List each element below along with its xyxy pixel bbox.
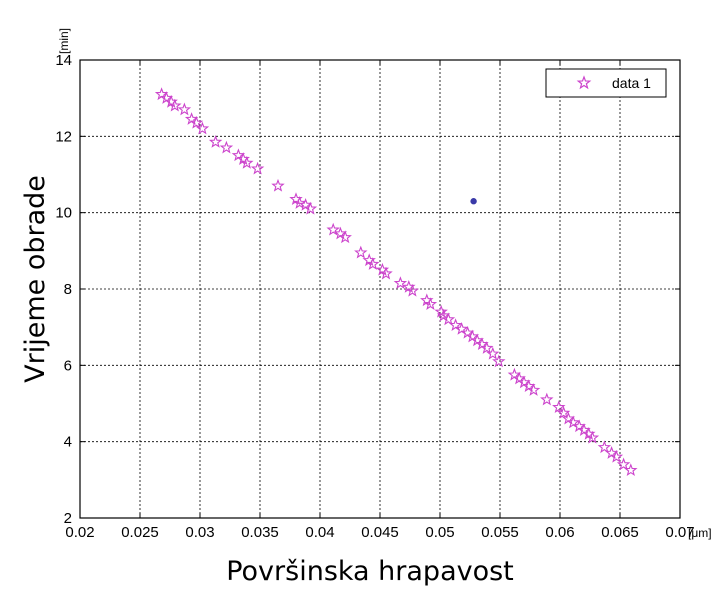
y-tick-label: 4 bbox=[64, 434, 72, 451]
data-point bbox=[540, 392, 554, 406]
legend-star-icon bbox=[576, 75, 592, 90]
y-axis-title: Vrijeme obrade bbox=[20, 175, 51, 383]
data-point bbox=[423, 297, 438, 310]
data-point bbox=[366, 257, 380, 270]
x-tick-label: 0.065 bbox=[601, 524, 639, 541]
data-point bbox=[434, 304, 448, 318]
legend: data 1 bbox=[545, 68, 667, 98]
data-point bbox=[624, 463, 638, 477]
highlight-point bbox=[470, 198, 477, 205]
legend-marker-star-icon bbox=[576, 75, 592, 90]
x-tick-label: 0.03 bbox=[185, 524, 214, 541]
legend-box bbox=[545, 68, 667, 98]
data-point bbox=[303, 201, 318, 215]
x-tick-label: 0.04 bbox=[305, 524, 334, 541]
data-point bbox=[393, 276, 408, 289]
y-tick-label: 6 bbox=[64, 357, 72, 374]
x-axis-unit: [μm] bbox=[688, 526, 712, 540]
data-marks bbox=[154, 87, 638, 477]
data-point bbox=[486, 346, 500, 360]
data-point bbox=[168, 98, 182, 112]
x-tick-label: 0.06 bbox=[545, 524, 574, 541]
data-point bbox=[208, 134, 223, 148]
axis-ticks: 0.02 0.025 0.03 0.035 0.04 0.045 0.05 0.055 0.06… bbox=[55, 52, 694, 541]
data-point bbox=[219, 140, 234, 154]
grid bbox=[80, 60, 680, 518]
data-point bbox=[326, 222, 340, 236]
data-point bbox=[597, 440, 612, 454]
data-point bbox=[556, 405, 571, 419]
data-point bbox=[250, 161, 265, 175]
data-point bbox=[566, 415, 580, 429]
data-point bbox=[526, 383, 541, 396]
data-point bbox=[177, 102, 192, 116]
legend-entry-label: data 1 bbox=[612, 75, 651, 91]
data-point bbox=[454, 321, 469, 335]
y-tick-label: 8 bbox=[64, 281, 72, 298]
x-tick-label: 0.05 bbox=[425, 524, 454, 541]
data-point bbox=[609, 449, 624, 463]
data-point bbox=[448, 318, 463, 331]
data-point bbox=[616, 457, 631, 471]
y-axis-unit: [min] bbox=[57, 28, 71, 54]
data-point bbox=[405, 283, 420, 297]
x-tick-label: 0.07 bbox=[665, 524, 694, 541]
data-point bbox=[379, 266, 393, 280]
y-tick-label: 14 bbox=[55, 52, 72, 69]
data-point bbox=[492, 354, 506, 368]
data-point bbox=[195, 121, 210, 135]
data-point bbox=[441, 312, 456, 326]
data-point bbox=[189, 115, 204, 129]
data-point bbox=[240, 155, 254, 169]
x-tick-label: 0.035 bbox=[241, 524, 279, 541]
data-point bbox=[480, 341, 494, 354]
data-point bbox=[271, 178, 285, 192]
data-point bbox=[354, 245, 368, 259]
y-tick-label: 2 bbox=[64, 510, 72, 527]
data-point bbox=[585, 430, 600, 444]
x-tick-label: 0.025 bbox=[121, 524, 159, 541]
data-point bbox=[338, 230, 352, 244]
x-tick-label: 0.02 bbox=[65, 524, 94, 541]
x-tick-label: 0.045 bbox=[361, 524, 399, 541]
x-axis-title: Površinska hrapavost bbox=[226, 556, 514, 587]
y-tick-label: 10 bbox=[55, 205, 72, 222]
x-tick-label: 0.055 bbox=[481, 524, 519, 541]
y-tick-label: 12 bbox=[55, 128, 72, 145]
data-point bbox=[552, 400, 566, 414]
data-point bbox=[292, 196, 307, 209]
